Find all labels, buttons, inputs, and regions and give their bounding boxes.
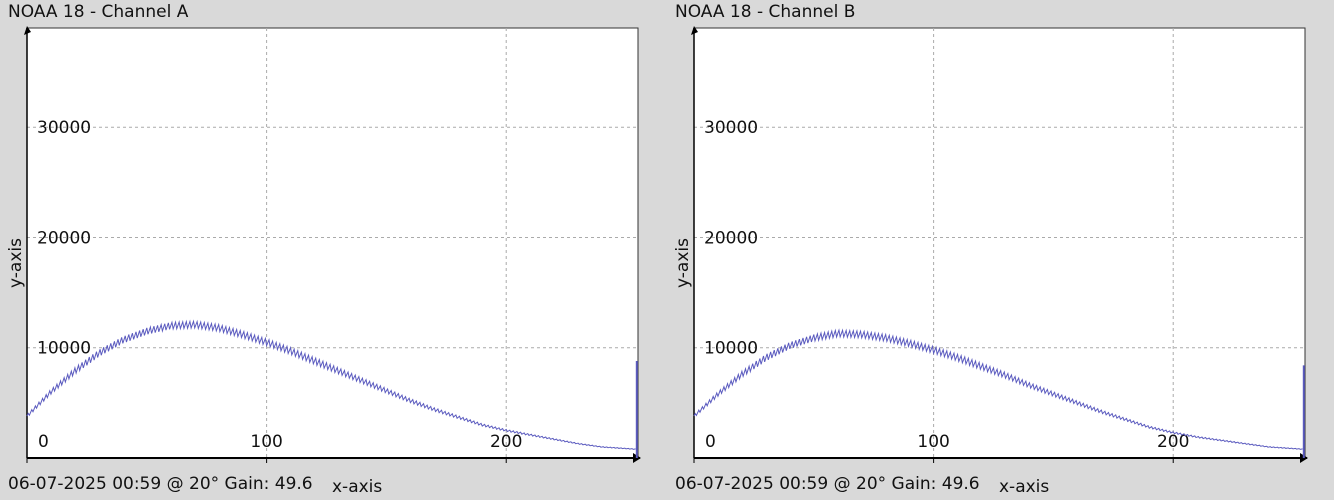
- y-tick-label: 30000: [704, 118, 758, 138]
- x-tick-label: 200: [1157, 432, 1189, 452]
- y-tick-label: 20000: [37, 228, 91, 248]
- plot-area: [26, 27, 639, 459]
- x-tick-label: 100: [917, 432, 949, 452]
- chart-panel-b: NOAA 18 - Channel B 0 100 200 10000 20000 300…: [667, 0, 1334, 500]
- x-tick-label: 0: [705, 432, 716, 452]
- plot-area: [693, 27, 1306, 459]
- x-tick-label: 0: [38, 432, 49, 452]
- chart-plot-a: 0 100 200 10000 20000 30000 y-axis x-axis: [6, 26, 641, 497]
- y-axis-arrow: [24, 26, 31, 35]
- chart-title: NOAA 18 - Channel B: [675, 2, 856, 22]
- y-tick-label: 20000: [704, 228, 758, 248]
- series-line: [26, 319, 636, 450]
- x-axis-label: x-axis: [332, 477, 382, 497]
- chart-footer: 06-07-2025 00:59 @ 20° Gain: 49.6: [675, 474, 980, 494]
- chart-title: NOAA 18 - Channel A: [8, 2, 189, 22]
- y-tick-label: 30000: [37, 118, 91, 138]
- y-tick-label: 10000: [37, 339, 91, 359]
- x-axis-label: x-axis: [999, 477, 1049, 497]
- y-tick-label: 10000: [704, 339, 758, 359]
- y-axis-arrow: [691, 26, 698, 35]
- y-axis-label: y-axis: [673, 238, 693, 288]
- y-axis-label: y-axis: [6, 238, 26, 288]
- x-tick-label: 200: [490, 432, 522, 452]
- x-tick-label: 100: [250, 432, 282, 452]
- chart-footer: 06-07-2025 00:59 @ 20° Gain: 49.6: [8, 474, 313, 494]
- series-line: [693, 328, 1303, 450]
- chart-panel-a: NOAA 18 - Channel A 0 100 200 10000 20000 300…: [6, 2, 641, 497]
- chart-plot-b: 0 100 200 10000 20000 30000 y-axis x-axis: [673, 26, 1308, 497]
